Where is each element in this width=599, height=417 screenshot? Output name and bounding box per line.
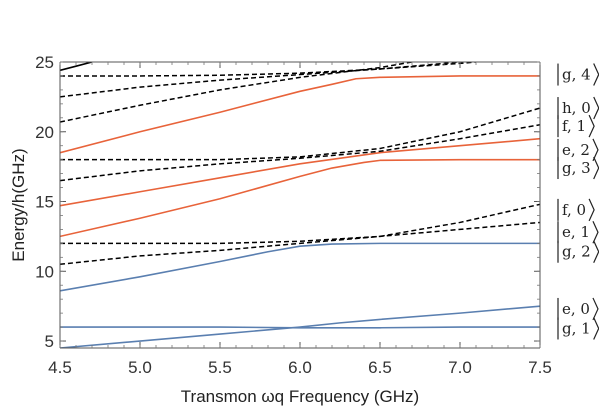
state-label: g, 3 [557,156,599,180]
series-line-4-dashed-black [60,203,540,245]
state-label: e, 1 [557,220,599,244]
state-label-text: h, 0 [562,99,591,117]
y-tick-label: 10 [35,262,54,281]
x-axis-title: Transmon ωq Frequency (GHz) [181,387,419,406]
state-label-text: e, 1 [562,223,590,241]
series-line-7-dashed-black [60,124,540,182]
y-tick-label: 5 [45,332,54,351]
series-line-5-solid-orange [60,158,540,238]
series-line-11-dashed-black [60,62,477,98]
y-axis-title: Energy/h(GHz) [9,148,28,261]
state-label: f, 1 [557,114,595,138]
x-tick-label: 6.0 [288,358,312,377]
series-line-1-solid-blue [60,326,540,329]
state-label-text: g, 3 [562,159,591,177]
state-label-text: g, 1 [562,319,591,337]
ket-angle [592,138,599,162]
plot-frame [59,61,541,349]
ket-angle [593,156,599,180]
ket-angle [593,240,599,263]
series-line-9-solid-orange [60,75,540,154]
state-label: f, 0 [557,198,595,222]
series-line-8-dashed-black [60,107,540,161]
ket-angle [588,198,595,222]
y-tick-label: 15 [35,193,54,212]
state-label-text: f, 1 [562,117,586,135]
series-line-0-solid-blue [60,305,540,348]
ket-angle [588,114,595,138]
y-tick-label: 25 [35,53,54,72]
series-line-6-solid-orange [60,137,540,207]
series-line-3-dashed-black [60,221,540,266]
state-label: g, 2 [557,240,599,263]
ticks-layer: 4.5 5.0 5.5 6.0 6.5 7.0 7.5 5 10 15 20 25 [35,53,552,377]
state-label-text: g, 4 [562,66,591,84]
ket-angle [593,63,599,86]
state-labels: g, 4 h, 0f, 1 e, 2g, 3 f, 0 e, 1 g, 2 e, 0g, 1 [557,63,599,340]
state-label-text: e, 2 [562,141,590,159]
state-label-text: e, 0 [562,300,590,318]
x-tick-label: 4.5 [48,358,72,377]
series-layer [60,62,540,348]
x-tick-label: 7.5 [528,358,552,377]
state-label: e, 2 [557,138,599,162]
series-line-10-dashed-black [60,62,413,123]
x-tick-label: 5.5 [208,358,232,377]
ket-angle [593,96,599,120]
x-tick-label: 6.5 [368,358,392,377]
state-label: e, 0 [557,297,599,321]
state-label-text: g, 2 [562,243,591,261]
series-line-12-dashed-black [60,62,461,77]
series-line-2-solid-blue [60,242,540,292]
y-tick-label: 20 [35,123,54,142]
ket-angle [592,297,599,321]
ket-angle [593,317,599,340]
state-label: h, 0 [557,96,599,120]
state-label-text: f, 0 [562,201,586,219]
x-tick-label: 7.0 [448,358,472,377]
series-line-13-solid-black [60,62,93,72]
state-label: g, 1 [557,317,599,340]
x-tick-label: 5.0 [128,358,152,377]
state-label: g, 4 [557,63,599,86]
ket-angle [592,220,599,244]
